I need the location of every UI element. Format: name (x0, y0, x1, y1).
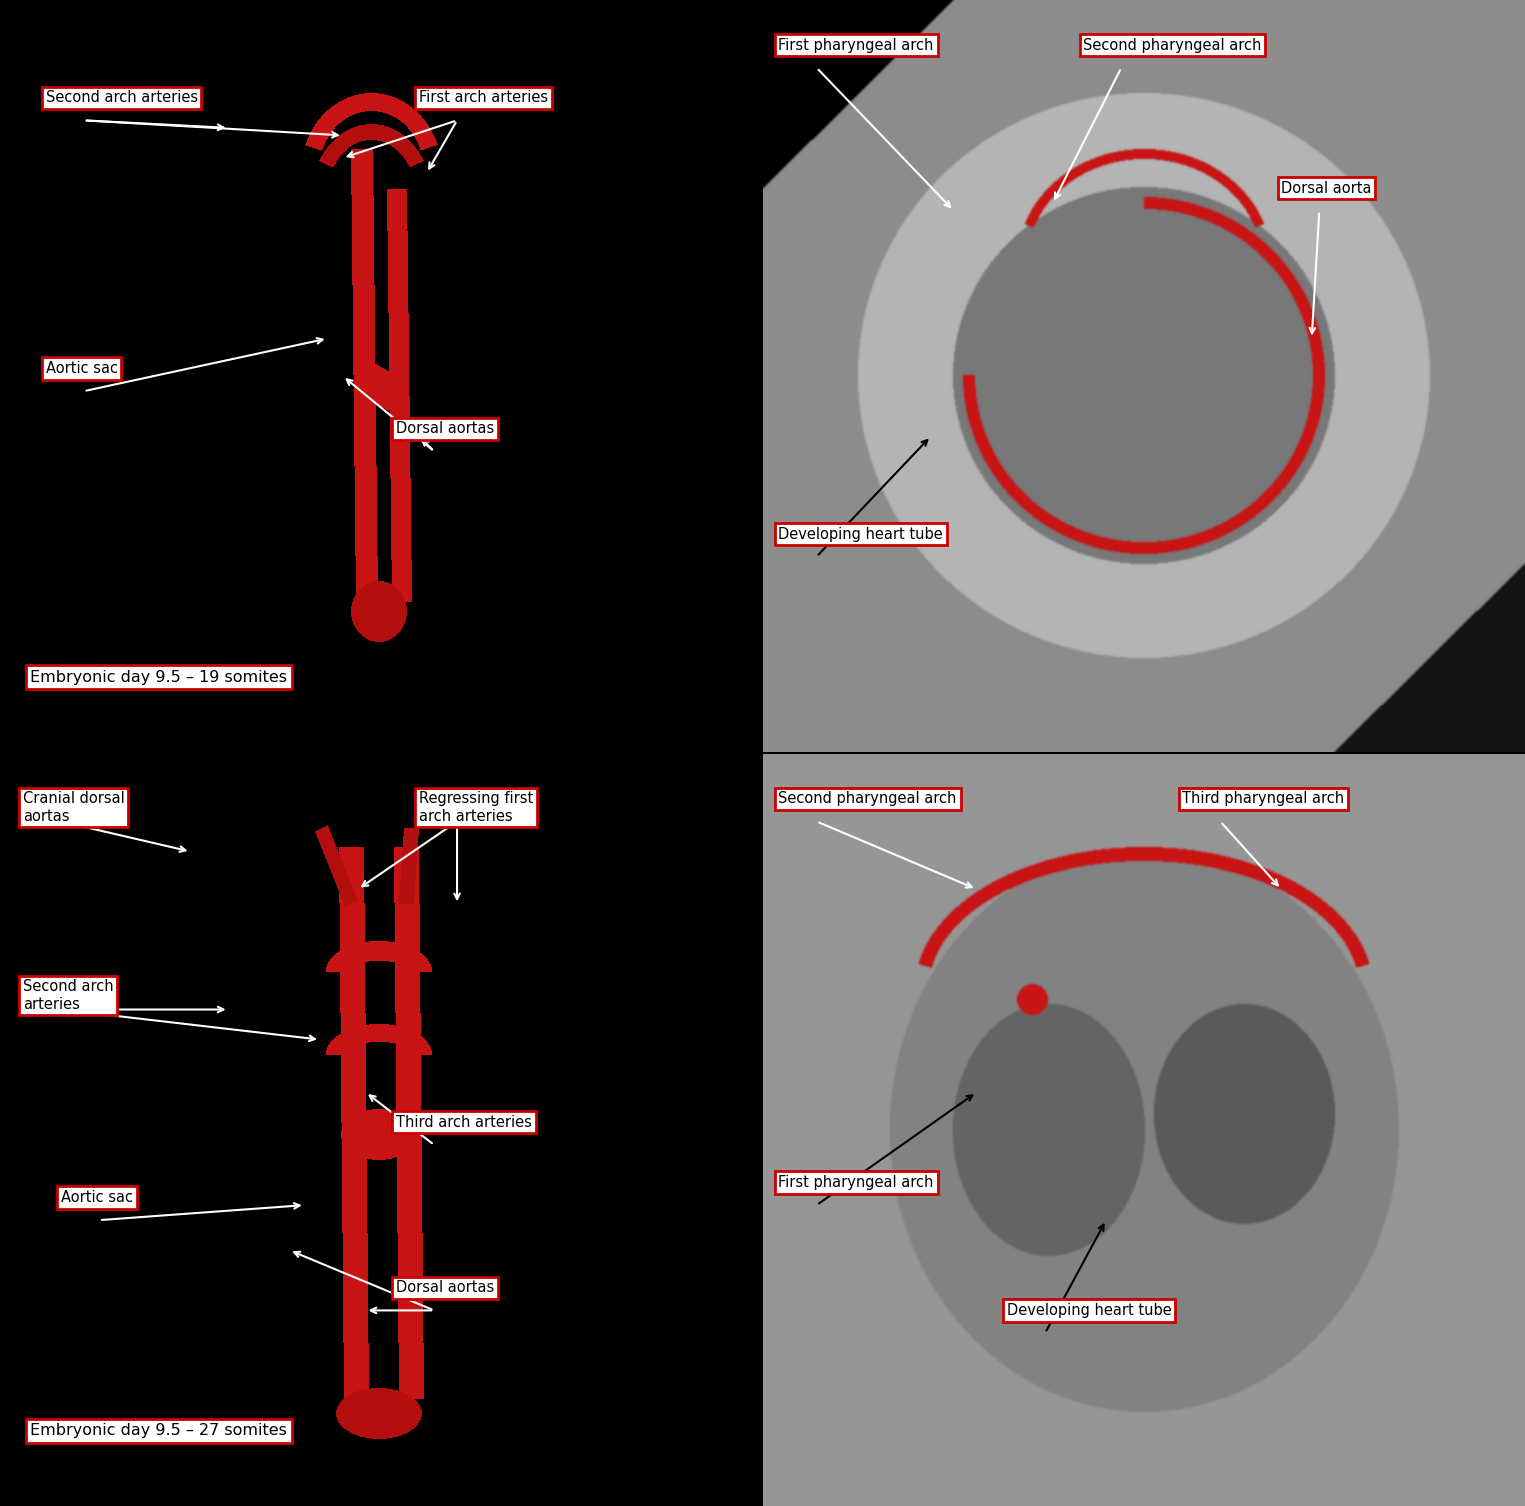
Text: Embryonic day 9.5 – 27 somites: Embryonic day 9.5 – 27 somites (30, 1423, 287, 1438)
Text: Third arch arteries: Third arch arteries (396, 1114, 532, 1130)
Text: Developing heart tube: Developing heart tube (1006, 1303, 1171, 1318)
Text: Second arch arteries: Second arch arteries (46, 90, 198, 105)
Text: Second arch
arteries: Second arch arteries (23, 979, 113, 1012)
Text: Cranial dorsal
aortas: Cranial dorsal aortas (23, 791, 125, 824)
Text: Embryonic day 9.5 – 19 somites: Embryonic day 9.5 – 19 somites (30, 670, 288, 685)
Text: Second pharyngeal arch: Second pharyngeal arch (778, 791, 956, 806)
Text: Aortic sac: Aortic sac (46, 361, 117, 376)
Text: First pharyngeal arch: First pharyngeal arch (778, 38, 933, 53)
Text: Dorsal aortas: Dorsal aortas (396, 422, 494, 437)
Text: First arch arteries: First arch arteries (419, 90, 547, 105)
Text: Third pharyngeal arch: Third pharyngeal arch (1182, 791, 1345, 806)
Text: Developing heart tube: Developing heart tube (778, 527, 944, 542)
Text: Second pharyngeal arch: Second pharyngeal arch (1083, 38, 1261, 53)
Text: Dorsal aortas: Dorsal aortas (396, 1280, 494, 1295)
Text: First pharyngeal arch: First pharyngeal arch (778, 1175, 933, 1190)
Text: Regressing first
arch arteries: Regressing first arch arteries (419, 791, 534, 824)
Text: Dorsal aorta: Dorsal aorta (1281, 181, 1372, 196)
Text: Aortic sac: Aortic sac (61, 1190, 133, 1205)
